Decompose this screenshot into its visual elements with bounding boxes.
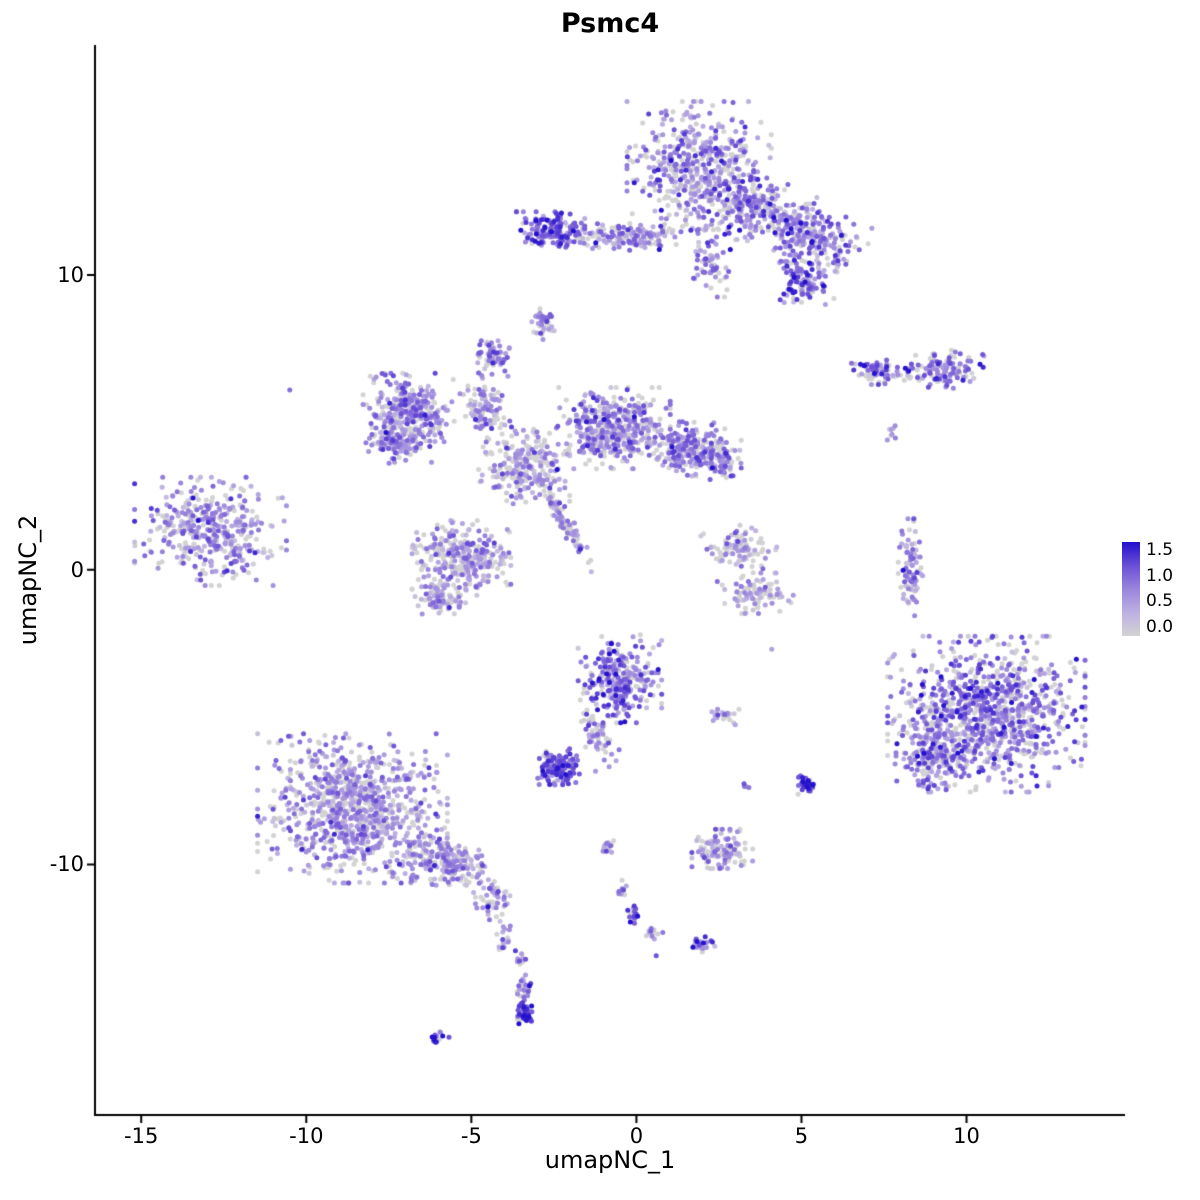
x-tick-label: 5 (794, 1124, 809, 1148)
x-axis-label: umapNC_1 (544, 1146, 676, 1174)
y-tick-label: 0 (70, 557, 84, 582)
x-tick-label: -5 (460, 1124, 482, 1148)
y-tick-label: -10 (49, 852, 84, 877)
x-tick-label: -15 (124, 1124, 159, 1148)
x-tick-label: 10 (953, 1124, 980, 1148)
legend-gradient-bar (1122, 542, 1140, 636)
legend-tick-label: 0.5 (1146, 591, 1174, 612)
color-legend: 1.5 1.0 0.5 0.0 (1122, 542, 1173, 636)
x-tick-label: -10 (289, 1124, 324, 1148)
x-tick-label: 0 (629, 1124, 644, 1148)
plot-title: Psmc4 (560, 8, 660, 39)
legend-tick-labels: 1.5 1.0 0.5 0.0 (1146, 542, 1173, 636)
legend-tick-label: 0.0 (1146, 616, 1174, 637)
legend-tick-label: 1.5 (1146, 540, 1174, 560)
y-tick-label: 10 (57, 262, 84, 287)
legend-tick-label: 1.0 (1146, 565, 1174, 586)
